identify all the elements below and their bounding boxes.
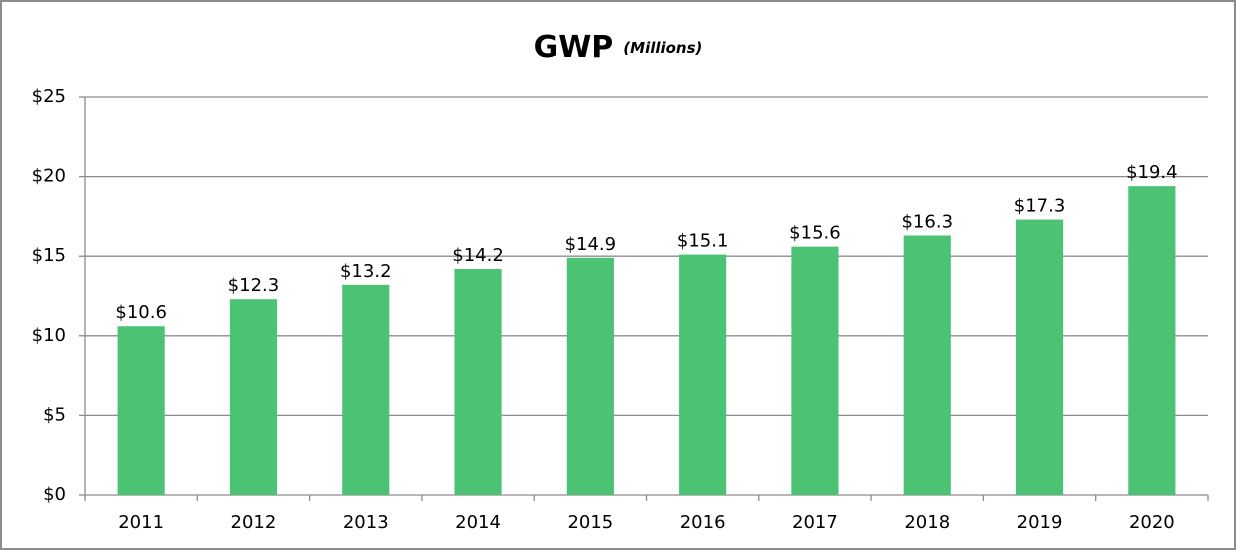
value-label: $14.9 (565, 234, 617, 255)
bar (342, 284, 390, 495)
bar (903, 235, 951, 495)
x-tick-label: 2016 (680, 512, 726, 533)
x-tick-label: 2011 (118, 512, 164, 533)
x-tick-label: 2017 (792, 512, 838, 533)
x-tick-label: 2014 (455, 512, 501, 533)
bar (229, 299, 278, 495)
value-label: $15.1 (677, 231, 729, 252)
y-tick-label: $15 (32, 245, 66, 266)
bar (679, 254, 727, 495)
y-tick-label: $10 (32, 325, 66, 346)
bar (1015, 219, 1064, 496)
y-tick-label: $0 (43, 484, 66, 505)
x-tick-label: 2012 (231, 512, 277, 533)
value-label: $17.3 (1014, 196, 1066, 217)
chart-subtitle: (Millions) (623, 39, 702, 57)
value-label: $13.2 (340, 261, 392, 282)
x-tick-label: 2015 (567, 512, 613, 533)
value-label: $19.4 (1126, 162, 1178, 183)
y-tick-label: $20 (32, 166, 66, 187)
x-tick-label: 2020 (1129, 512, 1175, 533)
value-label: $14.2 (452, 245, 504, 266)
bar (1128, 186, 1176, 496)
value-label: $10.6 (115, 302, 167, 323)
chart-heading: GWP (Millions) (534, 30, 703, 65)
x-tick-label: 2018 (904, 512, 950, 533)
bar (566, 257, 614, 495)
x-tick-label: 2013 (343, 512, 389, 533)
value-label: $15.6 (789, 223, 841, 244)
bar (791, 246, 839, 495)
value-label: $12.3 (228, 275, 280, 296)
y-tick-label: $5 (43, 404, 66, 425)
bar (117, 326, 165, 495)
value-label: $16.3 (901, 212, 953, 233)
x-tick-label: 2019 (1017, 512, 1063, 533)
y-tick-label: $25 (32, 86, 66, 107)
chart-title: GWP (534, 30, 614, 65)
bar (454, 268, 502, 495)
